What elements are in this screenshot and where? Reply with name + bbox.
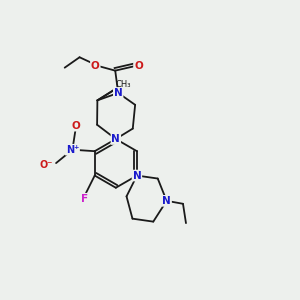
Text: \: \ (116, 89, 117, 91)
Text: N: N (114, 88, 123, 98)
Text: F: F (81, 194, 88, 204)
Text: O⁻: O⁻ (39, 160, 52, 170)
Text: O: O (91, 61, 100, 71)
Text: N⁺: N⁺ (66, 145, 79, 155)
Text: N: N (133, 171, 141, 181)
Text: O: O (134, 61, 143, 71)
Text: N: N (162, 196, 171, 206)
Text: N: N (111, 134, 120, 144)
Text: CH₃: CH₃ (115, 80, 131, 89)
Text: O: O (71, 121, 80, 130)
